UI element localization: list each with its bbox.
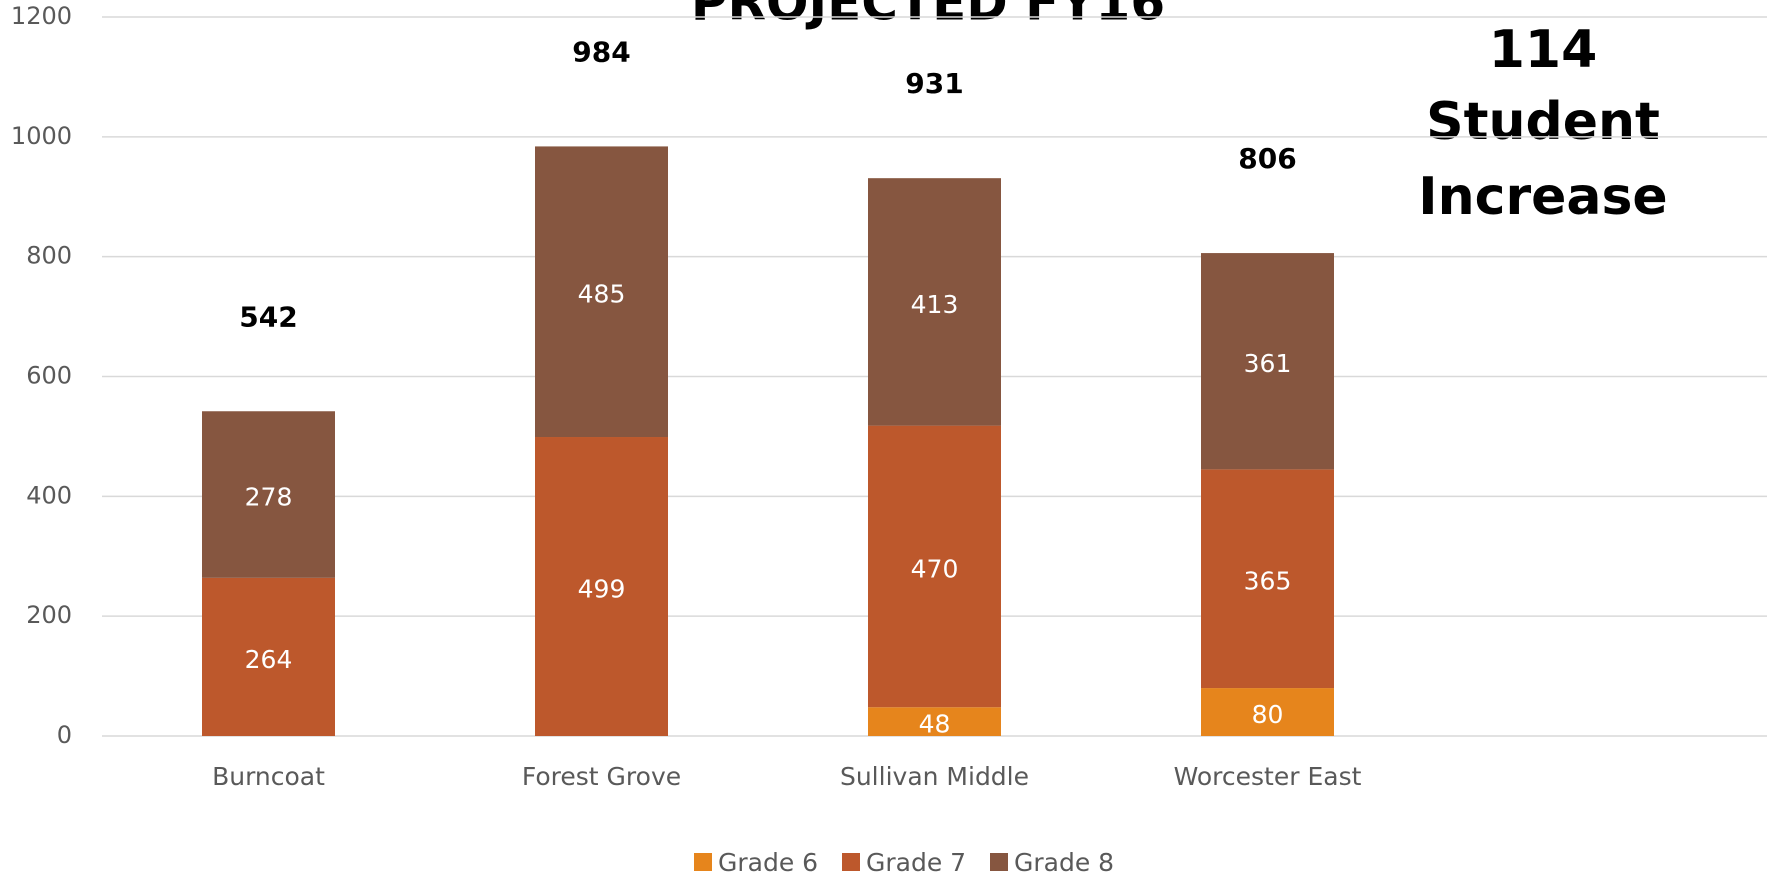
data-label: 361: [1244, 349, 1292, 378]
y-tick-label: 800: [26, 242, 72, 270]
bar-segment: [1201, 253, 1334, 470]
legend-label: Grade 6: [718, 848, 818, 877]
bar-segment: [868, 707, 1001, 736]
data-label: 365: [1244, 567, 1292, 596]
legend-label: Grade 8: [1014, 848, 1114, 877]
bar-segment: [1201, 469, 1334, 689]
bar-segment: [1201, 688, 1334, 736]
bar-segment: [868, 425, 1001, 708]
total-label: 931: [905, 67, 963, 100]
data-label: 264: [245, 645, 293, 674]
bar-segment: [202, 411, 335, 578]
data-label: 80: [1252, 700, 1284, 729]
data-label: 413: [911, 290, 959, 319]
annotation: Increase: [1418, 167, 1667, 227]
y-tick-label: 600: [26, 362, 72, 390]
y-tick-label: 200: [26, 601, 72, 629]
y-tick-label: 0: [57, 721, 72, 749]
data-label: 278: [245, 483, 293, 512]
x-tick-label: Sullivan Middle: [840, 762, 1029, 791]
legend-swatch: [842, 853, 860, 871]
annotation: Student: [1426, 92, 1660, 152]
legend-label: Grade 7: [866, 848, 966, 877]
total-label: 542: [239, 300, 297, 333]
data-label: 499: [578, 575, 626, 604]
annotation: 114: [1489, 20, 1598, 80]
plot: 020040060080010001200Burncoat0264278542F…: [11, 2, 1767, 877]
y-tick-label: 1200: [11, 2, 72, 30]
total-label: 806: [1238, 142, 1296, 175]
data-label: 470: [911, 554, 959, 583]
data-label: 485: [578, 280, 626, 309]
x-tick-label: Worcester East: [1174, 762, 1362, 791]
total-label: 984: [572, 35, 630, 68]
x-tick-label: Forest Grove: [522, 762, 681, 791]
y-tick-label: 400: [26, 481, 72, 509]
x-tick-label: Burncoat: [212, 762, 325, 791]
legend-swatch: [990, 853, 1008, 871]
bar-segment: [535, 437, 668, 736]
bar-segment: [868, 178, 1001, 426]
bar-segment: [535, 146, 668, 438]
y-tick-label: 1000: [11, 122, 72, 150]
legend-swatch: [694, 853, 712, 871]
chart-title: PROJECTED FY16: [691, 0, 1165, 32]
bar-segment: [202, 577, 335, 736]
data-label: 48: [919, 710, 951, 739]
